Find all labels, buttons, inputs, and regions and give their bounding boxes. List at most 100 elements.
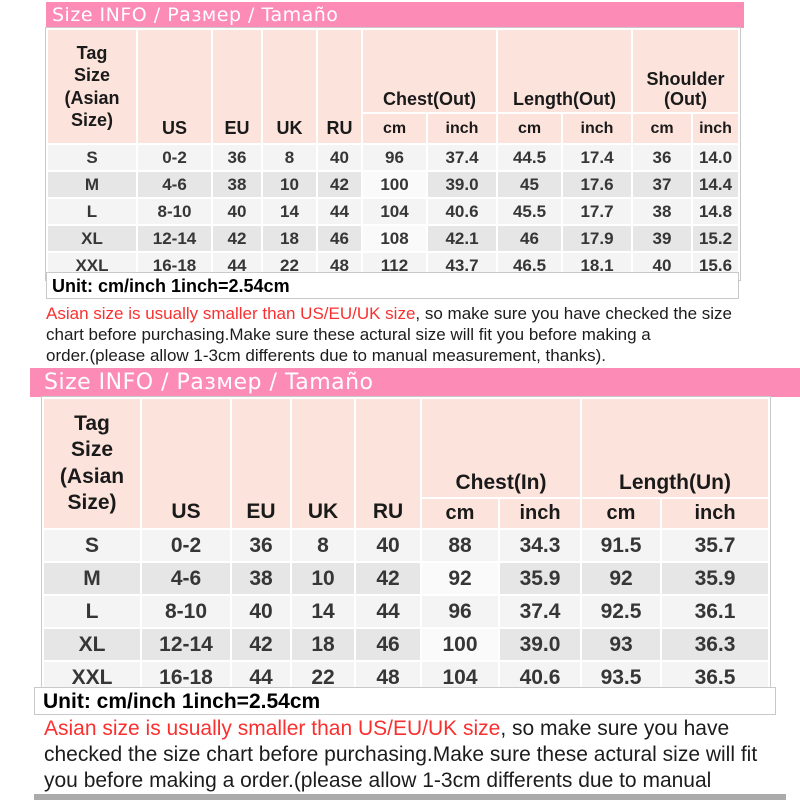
size-row-s: S 0-2 36 8 40 88 34.3 91.5 35.7 [42,528,770,563]
size-row-m: M 4-6 38 10 42 92 35.9 92 35.9 [42,561,770,596]
data-cell: 42 [354,561,422,596]
column-header-us: US [136,28,213,145]
data-cell: 10 [261,170,318,199]
data-cell: 36 [211,143,263,172]
data-cell: 40 [316,143,363,172]
data-cell: 17.7 [561,197,633,226]
data-cell: 92 [420,561,500,596]
disclaimer-out: Asian size is usually smaller than US/EU… [46,303,756,366]
disclaimer-line: checked the size chart before purchasing… [44,743,758,766]
data-cell: 18 [290,627,356,662]
data-cell: 17.6 [561,170,633,199]
data-cell: 40 [211,197,263,226]
size-row-s: S 0-2 36 8 40 96 37.4 44.5 17.4 36 14.0 [46,143,741,172]
disclaimer-line: you before making a order.(please allow … [44,769,712,792]
data-cell: 14.4 [690,170,741,199]
data-cell: 96 [420,594,500,629]
corner-header-tag-size: Tag Size (Asian Size) [46,28,138,145]
data-cell: 12-14 [140,627,232,662]
data-cell: 14.8 [690,197,741,226]
data-cell: 38 [211,170,263,199]
data-cell: 104 [361,197,428,226]
group-header: Shoulder (Out) [630,28,741,114]
data-cell: 36 [230,528,292,563]
data-cell: 8-10 [136,197,213,226]
data-cell: 100 [420,627,500,662]
data-cell: 36 [631,143,693,172]
disclaimer-line: Asian size is usually smaller than US/EU… [46,303,756,324]
data-cell: 14 [290,594,356,629]
data-cell: 44.5 [496,143,563,172]
data-cell: 8-10 [140,594,232,629]
data-cell: 45.5 [496,197,563,226]
group-header: Length(Un) [580,397,770,499]
data-cell: 36.1 [660,594,770,629]
data-cell: 35.7 [660,528,770,563]
data-cell: 4-6 [140,561,232,596]
data-cell: 42 [211,224,263,253]
data-cell: 100 [361,170,428,199]
size-info-title-out: Size INFO / Размер / Tamaño [46,2,744,28]
data-cell: 14.0 [690,143,741,172]
data-cell: 40.6 [426,197,498,226]
unit-header-inch: inch [660,497,770,530]
unit-header-cm: cm [631,112,693,145]
column-header-uk: UK [261,28,318,145]
data-cell: 36.3 [660,627,770,662]
data-cell: 18 [261,224,318,253]
data-cell: 96 [361,143,428,172]
data-cell: 46 [496,224,563,253]
size-label-cell: L [46,197,138,226]
disclaimer-line: order.(please allow 1-3cm differents due… [46,346,607,365]
data-cell: 8 [290,528,356,563]
data-cell: 10 [290,561,356,596]
unit-header-cm: cm [420,497,500,530]
size-table-out: Tag Size (Asian Size) US EU UK RU Chest(Out) L… [44,27,742,281]
data-cell: 40 [354,528,422,563]
data-cell: 44 [316,197,363,226]
unit-header-inch: inch [561,112,633,145]
size-label-cell: S [42,528,142,563]
unit-header-inch: inch [498,497,582,530]
data-cell: 42 [316,170,363,199]
unit-header-inch: inch [690,112,741,145]
data-cell: 46 [354,627,422,662]
data-cell: 46 [316,224,363,253]
data-cell: 93 [580,627,662,662]
unit-header-cm: cm [361,112,428,145]
size-row-m: M 4-6 38 10 42 100 39.0 45 17.6 37 14.4 [46,170,741,199]
data-cell: 108 [361,224,428,253]
data-cell: 37.4 [426,143,498,172]
disclaimer-red-text: Asian size is usually smaller than US/EU… [46,304,416,323]
data-cell: 44 [354,594,422,629]
data-cell: 8 [261,143,318,172]
data-cell: 40 [230,594,292,629]
unit-header-cm: cm [580,497,662,530]
disclaimer-black-text: , so make sure you have checked the size [415,304,732,323]
group-header: Chest(In) [420,397,582,499]
data-cell: 88 [420,528,500,563]
column-header-us: US [140,397,232,530]
data-cell: 4-6 [136,170,213,199]
data-cell: 0-2 [136,143,213,172]
size-label-cell: M [46,170,138,199]
data-cell: 12-14 [136,224,213,253]
unit-note-out: Unit: cm/inch 1inch=2.54cm [46,272,739,299]
data-cell: 0-2 [140,528,232,563]
data-cell: 38 [230,561,292,596]
size-label-cell: M [42,561,142,596]
data-cell: 17.9 [561,224,633,253]
disclaimer-in: Asian size is usually smaller than US/EU… [44,716,784,794]
data-cell: 45 [496,170,563,199]
data-cell: 35.9 [660,561,770,596]
size-row-l: L 8-10 40 14 44 104 40.6 45.5 17.7 38 14.8 [46,197,741,226]
column-header-eu: EU [230,397,292,530]
data-cell: 39 [631,224,693,253]
column-header-ru: RU [354,397,422,530]
data-cell: 92 [580,561,662,596]
group-header: Length(Out) [496,28,633,114]
unit-header-inch: inch [426,112,498,145]
unit-header-cm: cm [496,112,563,145]
unit-note-in: Unit: cm/inch 1inch=2.54cm [34,687,776,715]
column-header-eu: EU [211,28,263,145]
